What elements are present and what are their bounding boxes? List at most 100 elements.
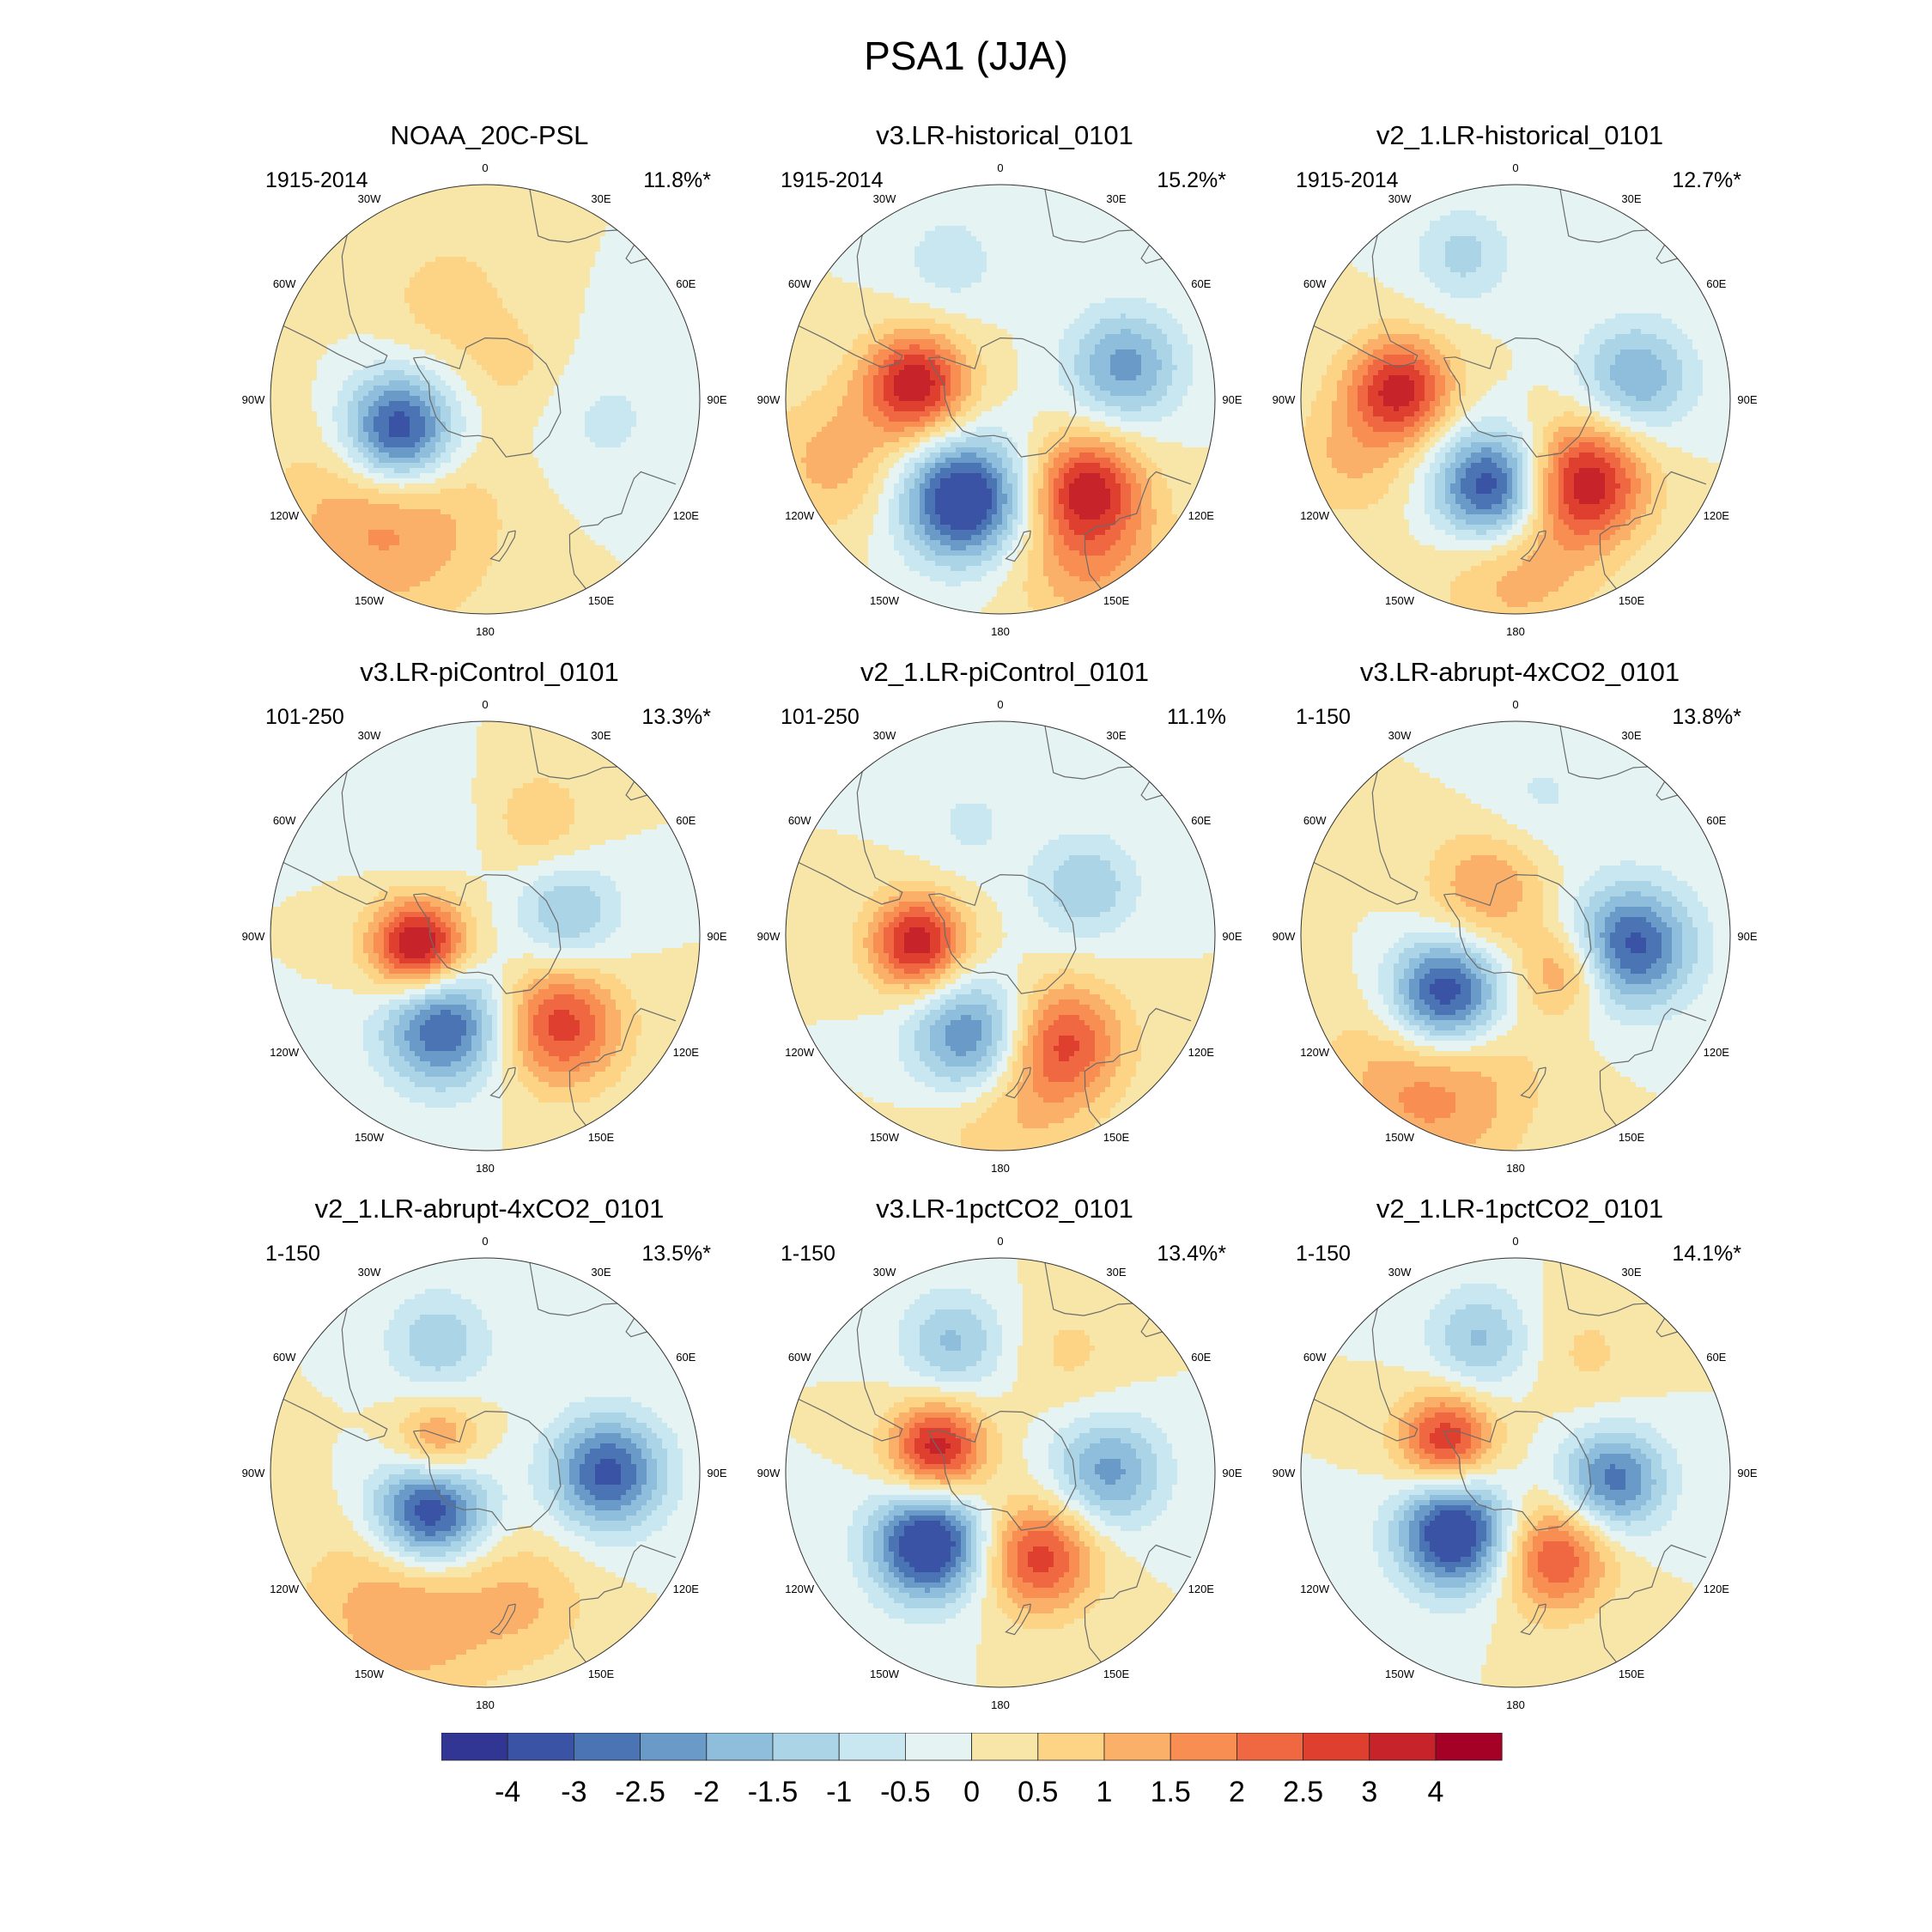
panel-period: 1915-2014: [265, 168, 368, 193]
coastline: [1559, 1262, 1648, 1316]
colorbar-swatch: [971, 1733, 1039, 1761]
longitude-label: 180: [1506, 1162, 1525, 1175]
colorbar-label: 0: [963, 1776, 980, 1808]
longitude-label: 90W: [242, 393, 265, 406]
psl-field: [270, 721, 700, 1151]
coastlines: [283, 189, 677, 590]
longitude-label: 30W: [873, 729, 896, 742]
coastline: [1044, 189, 1133, 243]
map-panel: 0 30E 60E 90E 120E 150E 180 150W 120W 90W 60W 30W v2…: [232, 1194, 747, 1711]
coastlines: [1313, 1262, 1707, 1663]
explained-variance: 13.8%*: [1672, 705, 1741, 730]
longitude-label: 150E: [1619, 594, 1645, 607]
longitude-label: 180: [991, 625, 1010, 638]
longitude-label: 150W: [355, 1668, 385, 1680]
longitude-label: 30E: [1106, 1266, 1126, 1279]
longitude-label: 120W: [785, 509, 815, 522]
longitude-label: 90W: [757, 393, 781, 406]
panel-period: 101-250: [265, 705, 344, 730]
longitude-label: 90W: [242, 930, 265, 943]
longitude-label: 120E: [673, 1583, 700, 1595]
colorbar-swatch: [706, 1733, 774, 1761]
longitude-label: 0: [997, 698, 1003, 711]
explained-variance: 11.1%: [1167, 705, 1226, 730]
map-panel: 0 30E 60E 90E 120E 150E 180 150W 120W 90W 60W 30W v3…: [232, 657, 747, 1175]
panel-title: v2_1.LR-1pctCO2_0101: [1262, 1194, 1777, 1224]
longitude-label: 30E: [1621, 729, 1641, 742]
longitude-label: 30E: [1106, 729, 1126, 742]
longitude-label: 180: [991, 1162, 1010, 1175]
longitude-label: 30E: [1621, 1266, 1641, 1279]
figure-title: PSA1 (JJA): [0, 33, 1932, 79]
coastlines: [798, 189, 1192, 590]
coastline: [625, 1317, 647, 1338]
longitude-label: 30W: [358, 192, 381, 205]
coastline: [1044, 726, 1133, 780]
explained-variance: 12.7%*: [1672, 168, 1741, 193]
colorbar-label: -1: [826, 1776, 852, 1808]
longitude-label: 60E: [1706, 814, 1726, 827]
longitude-label: 120W: [1300, 1046, 1330, 1059]
colorbar-swatch: [441, 1733, 508, 1761]
colorbar-swatch: [1435, 1733, 1503, 1761]
longitude-label: 0: [1512, 1235, 1518, 1248]
coastline: [1140, 1317, 1163, 1338]
coastline: [625, 244, 647, 264]
longitude-label: 180: [991, 1698, 1010, 1711]
longitude-label: 90W: [1273, 393, 1296, 406]
longitude-label: 150E: [1103, 594, 1130, 607]
longitude-label: 150E: [1103, 1131, 1130, 1144]
explained-variance: 11.8%*: [643, 168, 711, 193]
colorbar-swatch: [1303, 1733, 1370, 1761]
panel-period: 101-250: [781, 705, 860, 730]
coastline: [798, 234, 903, 368]
longitude-label: 90W: [1273, 930, 1296, 943]
longitude-label: 180: [476, 1698, 495, 1711]
colorbar-label: -2.5: [615, 1776, 665, 1808]
longitude-label: 60E: [1706, 277, 1726, 290]
psl-field: [1301, 185, 1730, 614]
coastline: [1005, 1066, 1031, 1099]
panel-period: 1-150: [781, 1242, 835, 1267]
longitude-label: 90W: [757, 1467, 781, 1479]
colorbar-swatch: [640, 1733, 708, 1761]
polar-map: 0 30E 60E 90E 120E 150E 180 150W 120W 90W 60W 30W: [757, 1235, 1242, 1711]
coastline: [283, 1308, 388, 1442]
psl-field: [270, 185, 700, 614]
coastlines: [798, 1262, 1192, 1663]
coastline: [1599, 1544, 1707, 1663]
colorbar-swatch: [905, 1733, 973, 1761]
longitude-label: 0: [482, 1235, 488, 1248]
longitude-label: 120W: [1300, 509, 1330, 522]
longitude-label: 120E: [1188, 1583, 1215, 1595]
longitude-label: 60W: [788, 1351, 811, 1364]
coastline: [1084, 1544, 1192, 1663]
longitude-label: 90E: [707, 1467, 726, 1479]
longitude-label: 150W: [1385, 1131, 1415, 1144]
longitude-label: 150W: [355, 594, 385, 607]
coastline: [1599, 471, 1707, 590]
longitude-label: 0: [997, 161, 1003, 174]
longitude-label: 90E: [1737, 930, 1757, 943]
longitude-label: 60E: [1191, 277, 1211, 290]
longitude-label: 90E: [707, 393, 726, 406]
panel-title: v3.LR-1pctCO2_0101: [747, 1194, 1262, 1224]
polar-map: 0 30E 60E 90E 120E 150E 180 150W 120W 90W 60W 30W: [242, 698, 727, 1175]
map-panel: 0 30E 60E 90E 120E 150E 180 150W 120W 90W 60W 30W v2…: [1262, 120, 1777, 638]
coastline: [927, 337, 1077, 458]
longitude-label: 120E: [673, 1046, 700, 1059]
panel-title: v3.LR-historical_0101: [747, 120, 1262, 151]
longitude-label: 60W: [273, 814, 296, 827]
colorbar-swatch: [838, 1733, 906, 1761]
longitude-label: 60E: [1706, 1351, 1726, 1364]
coastlines: [1313, 189, 1707, 590]
longitude-label: 60W: [1303, 1351, 1327, 1364]
colorbar-label: 2: [1229, 1776, 1245, 1808]
longitude-label: 90E: [1737, 1467, 1757, 1479]
colorbar-swatch: [772, 1733, 840, 1761]
coastline: [489, 1603, 516, 1636]
colorbar-label: -1.5: [748, 1776, 799, 1808]
longitude-label: 60E: [676, 1351, 696, 1364]
coastline: [412, 337, 562, 458]
map-panel: 0 30E 60E 90E 120E 150E 180 150W 120W 90W 60W 30W v3…: [747, 1194, 1262, 1711]
